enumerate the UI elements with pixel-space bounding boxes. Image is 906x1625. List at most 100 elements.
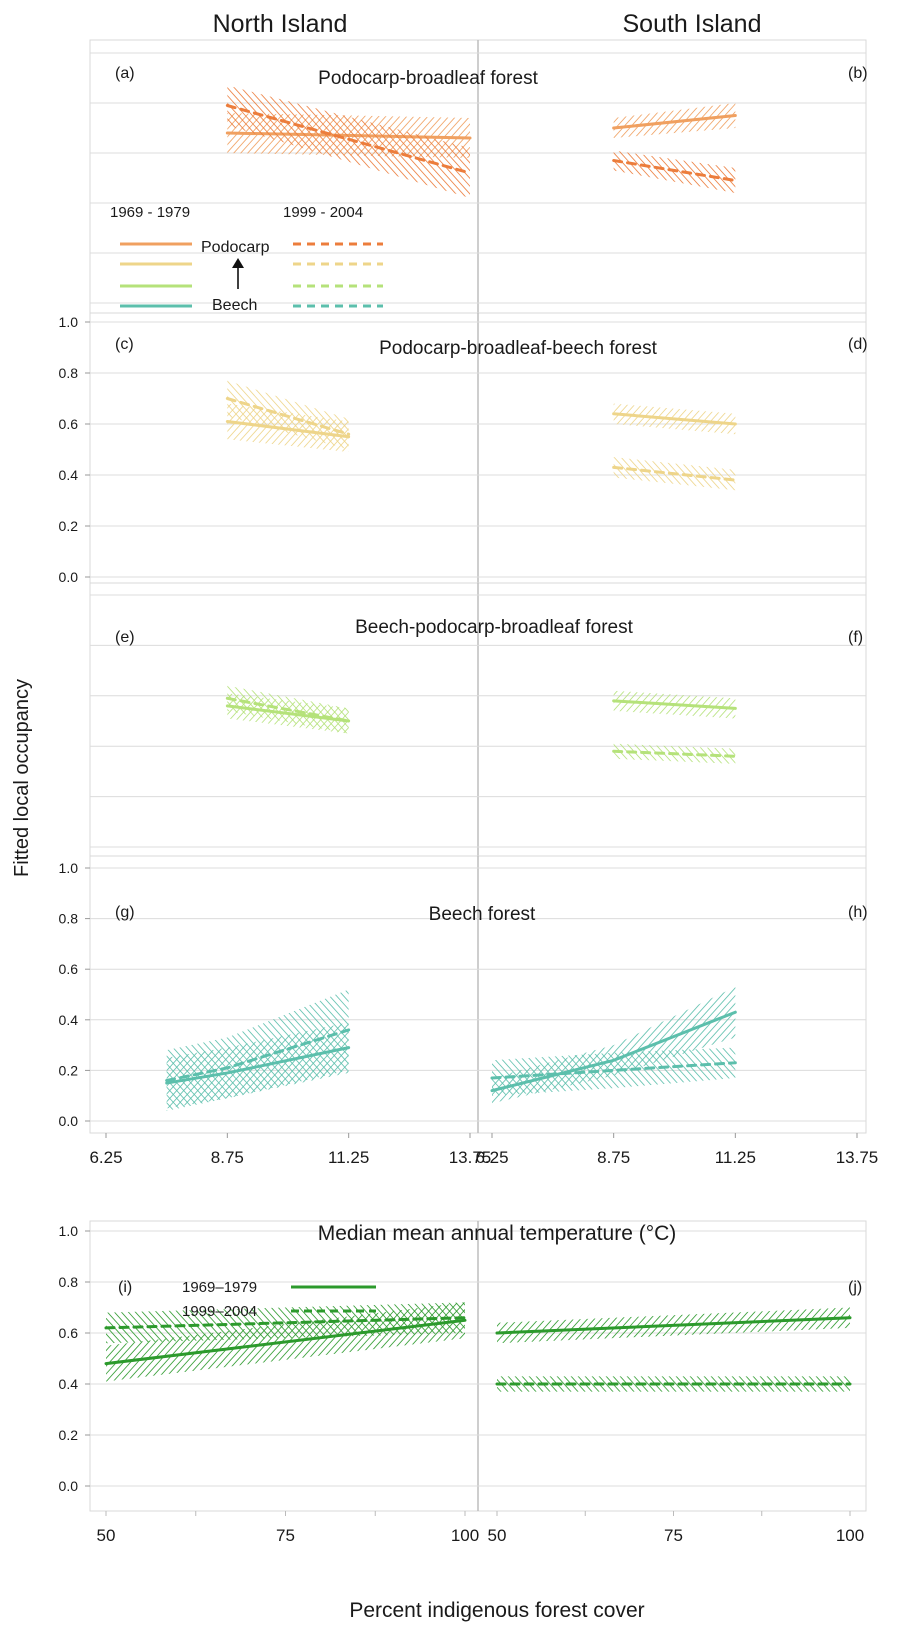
ci-hatch	[696, 986, 736, 1104]
ci-hatch	[613, 690, 630, 719]
ci-hatch	[675, 986, 736, 1104]
ci-hatch	[292, 380, 349, 450]
ci-hatch	[152, 376, 223, 455]
legend-swatches	[120, 242, 383, 308]
series-late-h-line	[490, 1061, 737, 1080]
ci-hatch	[581, 739, 608, 769]
x-tick-label: 50	[488, 1526, 507, 1545]
series-late-a-ci-band	[95, 81, 653, 204]
ci-hatch	[569, 399, 606, 440]
ci-hatch	[682, 986, 736, 1104]
ci-hatch	[369, 681, 421, 739]
series-early-b-line	[612, 114, 737, 130]
ci-hatch	[735, 457, 736, 491]
series-late-f-line	[612, 749, 737, 758]
ci-hatch	[346, 989, 349, 1111]
column-title-south: South Island	[623, 10, 762, 38]
ci-hatch	[121, 1302, 169, 1344]
ci-hatch	[567, 686, 601, 724]
series-early-g-line	[165, 1046, 351, 1085]
ci-hatch	[404, 681, 456, 739]
ci-hatch	[376, 681, 428, 739]
ci-hatch	[553, 686, 587, 724]
ci-hatch	[431, 1043, 483, 1101]
ci-hatch	[227, 380, 259, 450]
ci-hatch	[166, 1022, 187, 1109]
axis-labels: 0.0 0.2 0.4 0.6 0.8 1.0 0.0 0.2 0.4 0.6 0.8 1.0 6.25…	[59, 314, 879, 1545]
ci-hatch	[25, 984, 143, 1115]
ci-hatch	[9, 1017, 95, 1113]
ci-hatch	[410, 984, 528, 1115]
ci-hatch	[166, 989, 256, 1111]
y-tick-label: 0.2	[59, 518, 79, 534]
panel-title-e: Beech-podocarp-broadleaf forest	[355, 617, 634, 638]
series-late-a	[95, 81, 653, 204]
series-early-i-line	[104, 1318, 467, 1366]
ci-hatch	[411, 681, 463, 739]
series-late-i-line	[104, 1316, 467, 1330]
ci-hatch	[492, 1047, 498, 1096]
ci-hatch	[493, 986, 608, 1104]
ci-hatch	[574, 739, 601, 769]
ci-hatch	[749, 686, 783, 724]
ci-hatch	[720, 1376, 744, 1392]
ci-hatch	[227, 685, 233, 734]
ci-hatch	[320, 380, 349, 450]
ci-hatch	[312, 982, 426, 1108]
ci-hatch	[95, 81, 205, 204]
ci-hatch	[344, 1022, 349, 1109]
ci-hatch	[166, 989, 228, 1111]
y-tick-label: 0.8	[59, 1274, 79, 1290]
ci-hatch	[477, 108, 526, 163]
ci-hatch	[299, 380, 349, 450]
ci-hatch	[689, 986, 736, 1104]
ci-hatch	[492, 986, 503, 1104]
legend-forest-type: 1969 - 1979 1999 - 2004 Podocarp Beech	[110, 204, 383, 314]
ci-hatch	[295, 1022, 349, 1109]
y-tick-label: 0.0	[59, 569, 79, 585]
panel-title-c: Podocarp-broadleaf-beech forest	[379, 338, 658, 359]
ci-hatch	[552, 1376, 576, 1392]
ci-hatch	[570, 986, 685, 1104]
ci-hatch	[443, 1302, 465, 1344]
data-layer	[0, 81, 905, 1396]
ci-hatch	[106, 1302, 148, 1344]
x-axis-label-temperature: Median mean annual temperature (°C)	[318, 1222, 677, 1245]
series-late-c-ci-band	[152, 376, 482, 455]
ci-hatch	[753, 982, 867, 1108]
ci-hatch	[0, 1297, 70, 1386]
ci-hatch	[753, 1043, 805, 1101]
x-tick-label: 6.25	[475, 1148, 508, 1167]
ci-hatch	[492, 986, 566, 1104]
ci-hatch	[546, 98, 587, 143]
ci-hatch	[882, 1371, 905, 1396]
ci-hatch	[166, 989, 193, 1111]
x-tick-label: 8.75	[211, 1148, 244, 1167]
ci-hatch	[354, 982, 468, 1108]
ci-hatch	[352, 1017, 438, 1113]
ci-hatch	[166, 989, 242, 1111]
ci-hatch	[535, 986, 650, 1104]
ci-hatch	[710, 986, 736, 1104]
ci-hatch	[411, 376, 482, 455]
series-early-d-ci-band	[569, 399, 736, 440]
ci-hatch	[720, 690, 736, 719]
ci-hatch	[682, 1047, 736, 1096]
x-tick-label: 50	[97, 1526, 116, 1545]
ci-hatch	[327, 380, 349, 450]
ci-hatch	[458, 1302, 465, 1382]
ci-hatch	[173, 681, 225, 739]
ci-hatch	[613, 457, 614, 491]
ci-hatch	[227, 113, 233, 158]
ci-hatch	[332, 989, 349, 1111]
ci-hatch	[318, 989, 349, 1111]
ci-hatch	[560, 686, 594, 724]
ci-hatch	[106, 399, 159, 457]
panel-letter-h: (h)	[848, 904, 868, 921]
ci-hatch	[354, 984, 472, 1115]
ci-hatch	[72, 1017, 158, 1113]
ci-hatch	[264, 380, 336, 450]
ci-hatch	[543, 81, 653, 204]
ci-hatch	[166, 681, 218, 739]
ci-hatch	[376, 376, 447, 455]
